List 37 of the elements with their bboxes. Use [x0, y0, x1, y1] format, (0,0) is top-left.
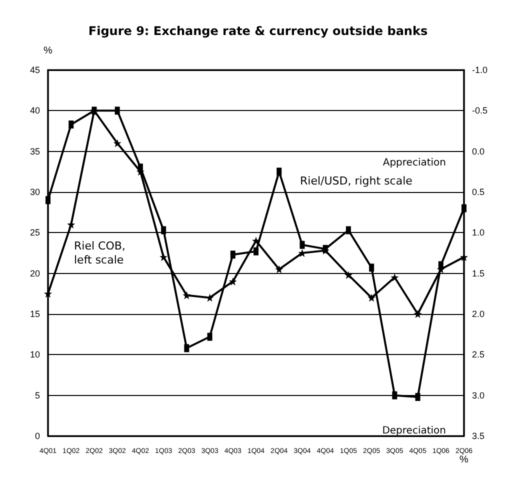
y2-tick-label: 0.0	[472, 146, 485, 156]
point	[414, 310, 422, 318]
y-tick-label: 15	[30, 309, 40, 319]
point	[228, 277, 237, 286]
point	[67, 220, 76, 229]
y-tick-label: 10	[30, 350, 40, 360]
point	[368, 294, 376, 302]
point	[160, 253, 168, 262]
series-label: Riel/USD, right scale	[300, 174, 413, 188]
y-axis-title: %	[44, 46, 53, 56]
y-tick-label: 20	[30, 268, 40, 278]
point	[344, 270, 352, 279]
chart-title: Figure 9: Exchange rate & currency outside banks	[88, 24, 428, 38]
y-tick-label: 45	[30, 65, 40, 75]
y2-tick-label: 0.5	[472, 187, 485, 197]
y-tick-label: 40	[30, 106, 40, 116]
y2-tick-label: 1.5	[472, 268, 485, 278]
y2-tick-label: 2.0	[472, 309, 485, 319]
annotation: Depreciation	[382, 426, 446, 436]
point	[182, 291, 191, 300]
y-tick-label: 0	[34, 431, 40, 441]
series-label: Riel COB, left scale	[74, 240, 126, 266]
point	[390, 273, 399, 282]
y-tick-label: 30	[30, 187, 40, 197]
annotation: Appreciation	[382, 158, 446, 168]
y2-tick-label: -1.0	[472, 65, 488, 75]
y2-tick-label: 3.5	[472, 431, 485, 441]
y2-axis-title: %	[460, 454, 469, 466]
y2-tick-label: 3.0	[472, 390, 485, 400]
point	[275, 265, 284, 274]
y-tick-label: 5	[34, 390, 40, 400]
y2-tick-label: -0.5	[472, 106, 488, 116]
y2-tick-label: 1.0	[472, 228, 485, 238]
point	[113, 139, 122, 148]
y-tick-label: 35	[30, 146, 40, 156]
y-tick-label: 25	[30, 228, 40, 238]
y2-tick-label: 2.5	[472, 350, 485, 360]
